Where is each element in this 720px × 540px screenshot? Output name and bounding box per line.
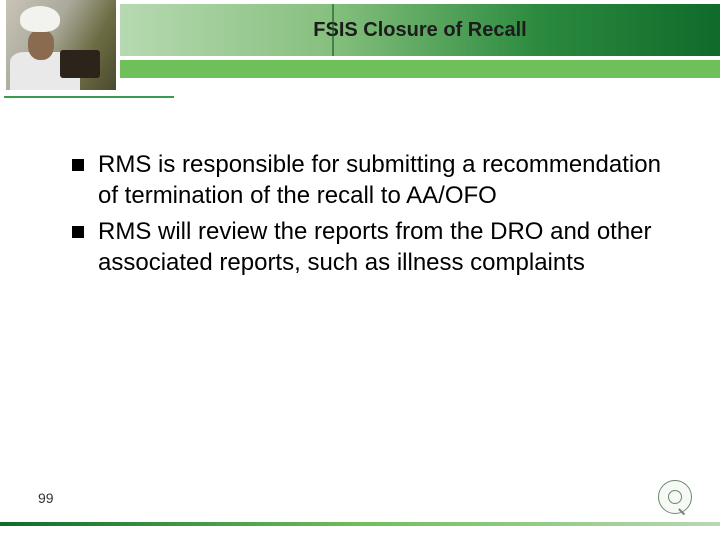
- photo-clipboard-shape: [60, 50, 100, 78]
- header-thin-line: [4, 96, 174, 98]
- bullet-marker-icon: [72, 159, 84, 171]
- globe-magnifier-icon: [658, 480, 692, 514]
- header-accent-bar: [120, 60, 720, 78]
- header-photo: [6, 0, 116, 90]
- photo-face-shape: [28, 30, 54, 60]
- title-band: FSIS Closure of Recall: [120, 4, 720, 56]
- bullet-text: RMS is responsible for submitting a reco…: [98, 150, 680, 211]
- bullet-marker-icon: [72, 226, 84, 238]
- bullet-item: RMS will review the reports from the DRO…: [72, 217, 680, 278]
- slide-header: FSIS Closure of Recall: [0, 0, 720, 90]
- slide-title: FSIS Closure of Recall: [313, 19, 526, 42]
- photo-hardhat-shape: [20, 6, 60, 32]
- page-number: 99: [38, 490, 54, 506]
- content-area: RMS is responsible for submitting a reco…: [72, 150, 680, 285]
- slide: FSIS Closure of Recall RMS is responsibl…: [0, 0, 720, 540]
- title-divider: [332, 4, 334, 56]
- bullet-item: RMS is responsible for submitting a reco…: [72, 150, 680, 211]
- footer-accent-line: [0, 522, 720, 526]
- bullet-text: RMS will review the reports from the DRO…: [98, 217, 680, 278]
- magnifier-icon: [668, 490, 682, 504]
